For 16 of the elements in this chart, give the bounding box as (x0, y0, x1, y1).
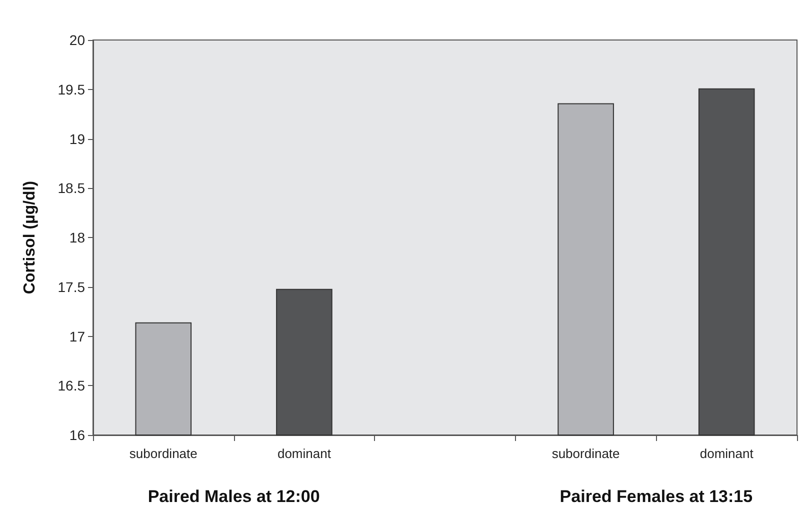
y-tick-label: 18 (69, 230, 86, 246)
text: Paired Males at 12:00 (148, 487, 320, 506)
x-tick-label: dominant (277, 446, 332, 461)
text: Paired Females at 13:15 (560, 487, 753, 506)
x-tick-label: subordinate (552, 446, 620, 461)
x-tick-label: subordinate (129, 446, 198, 461)
y-tick-label: 16.5 (58, 378, 86, 394)
y-axis-title: Cortisol (µg/dl) (22, 180, 38, 294)
y-tick-label: 19.5 (58, 81, 86, 98)
y-tick-label: 16 (69, 427, 86, 443)
y-tick-label: 19 (69, 130, 86, 147)
y-tick-label: 17 (69, 328, 86, 344)
y-tick-label: 17.5 (58, 278, 86, 295)
x-tick-label: dominant (700, 446, 754, 461)
y-tick-label: 18.5 (58, 180, 86, 196)
y-tick-label: 20 (69, 32, 86, 48)
